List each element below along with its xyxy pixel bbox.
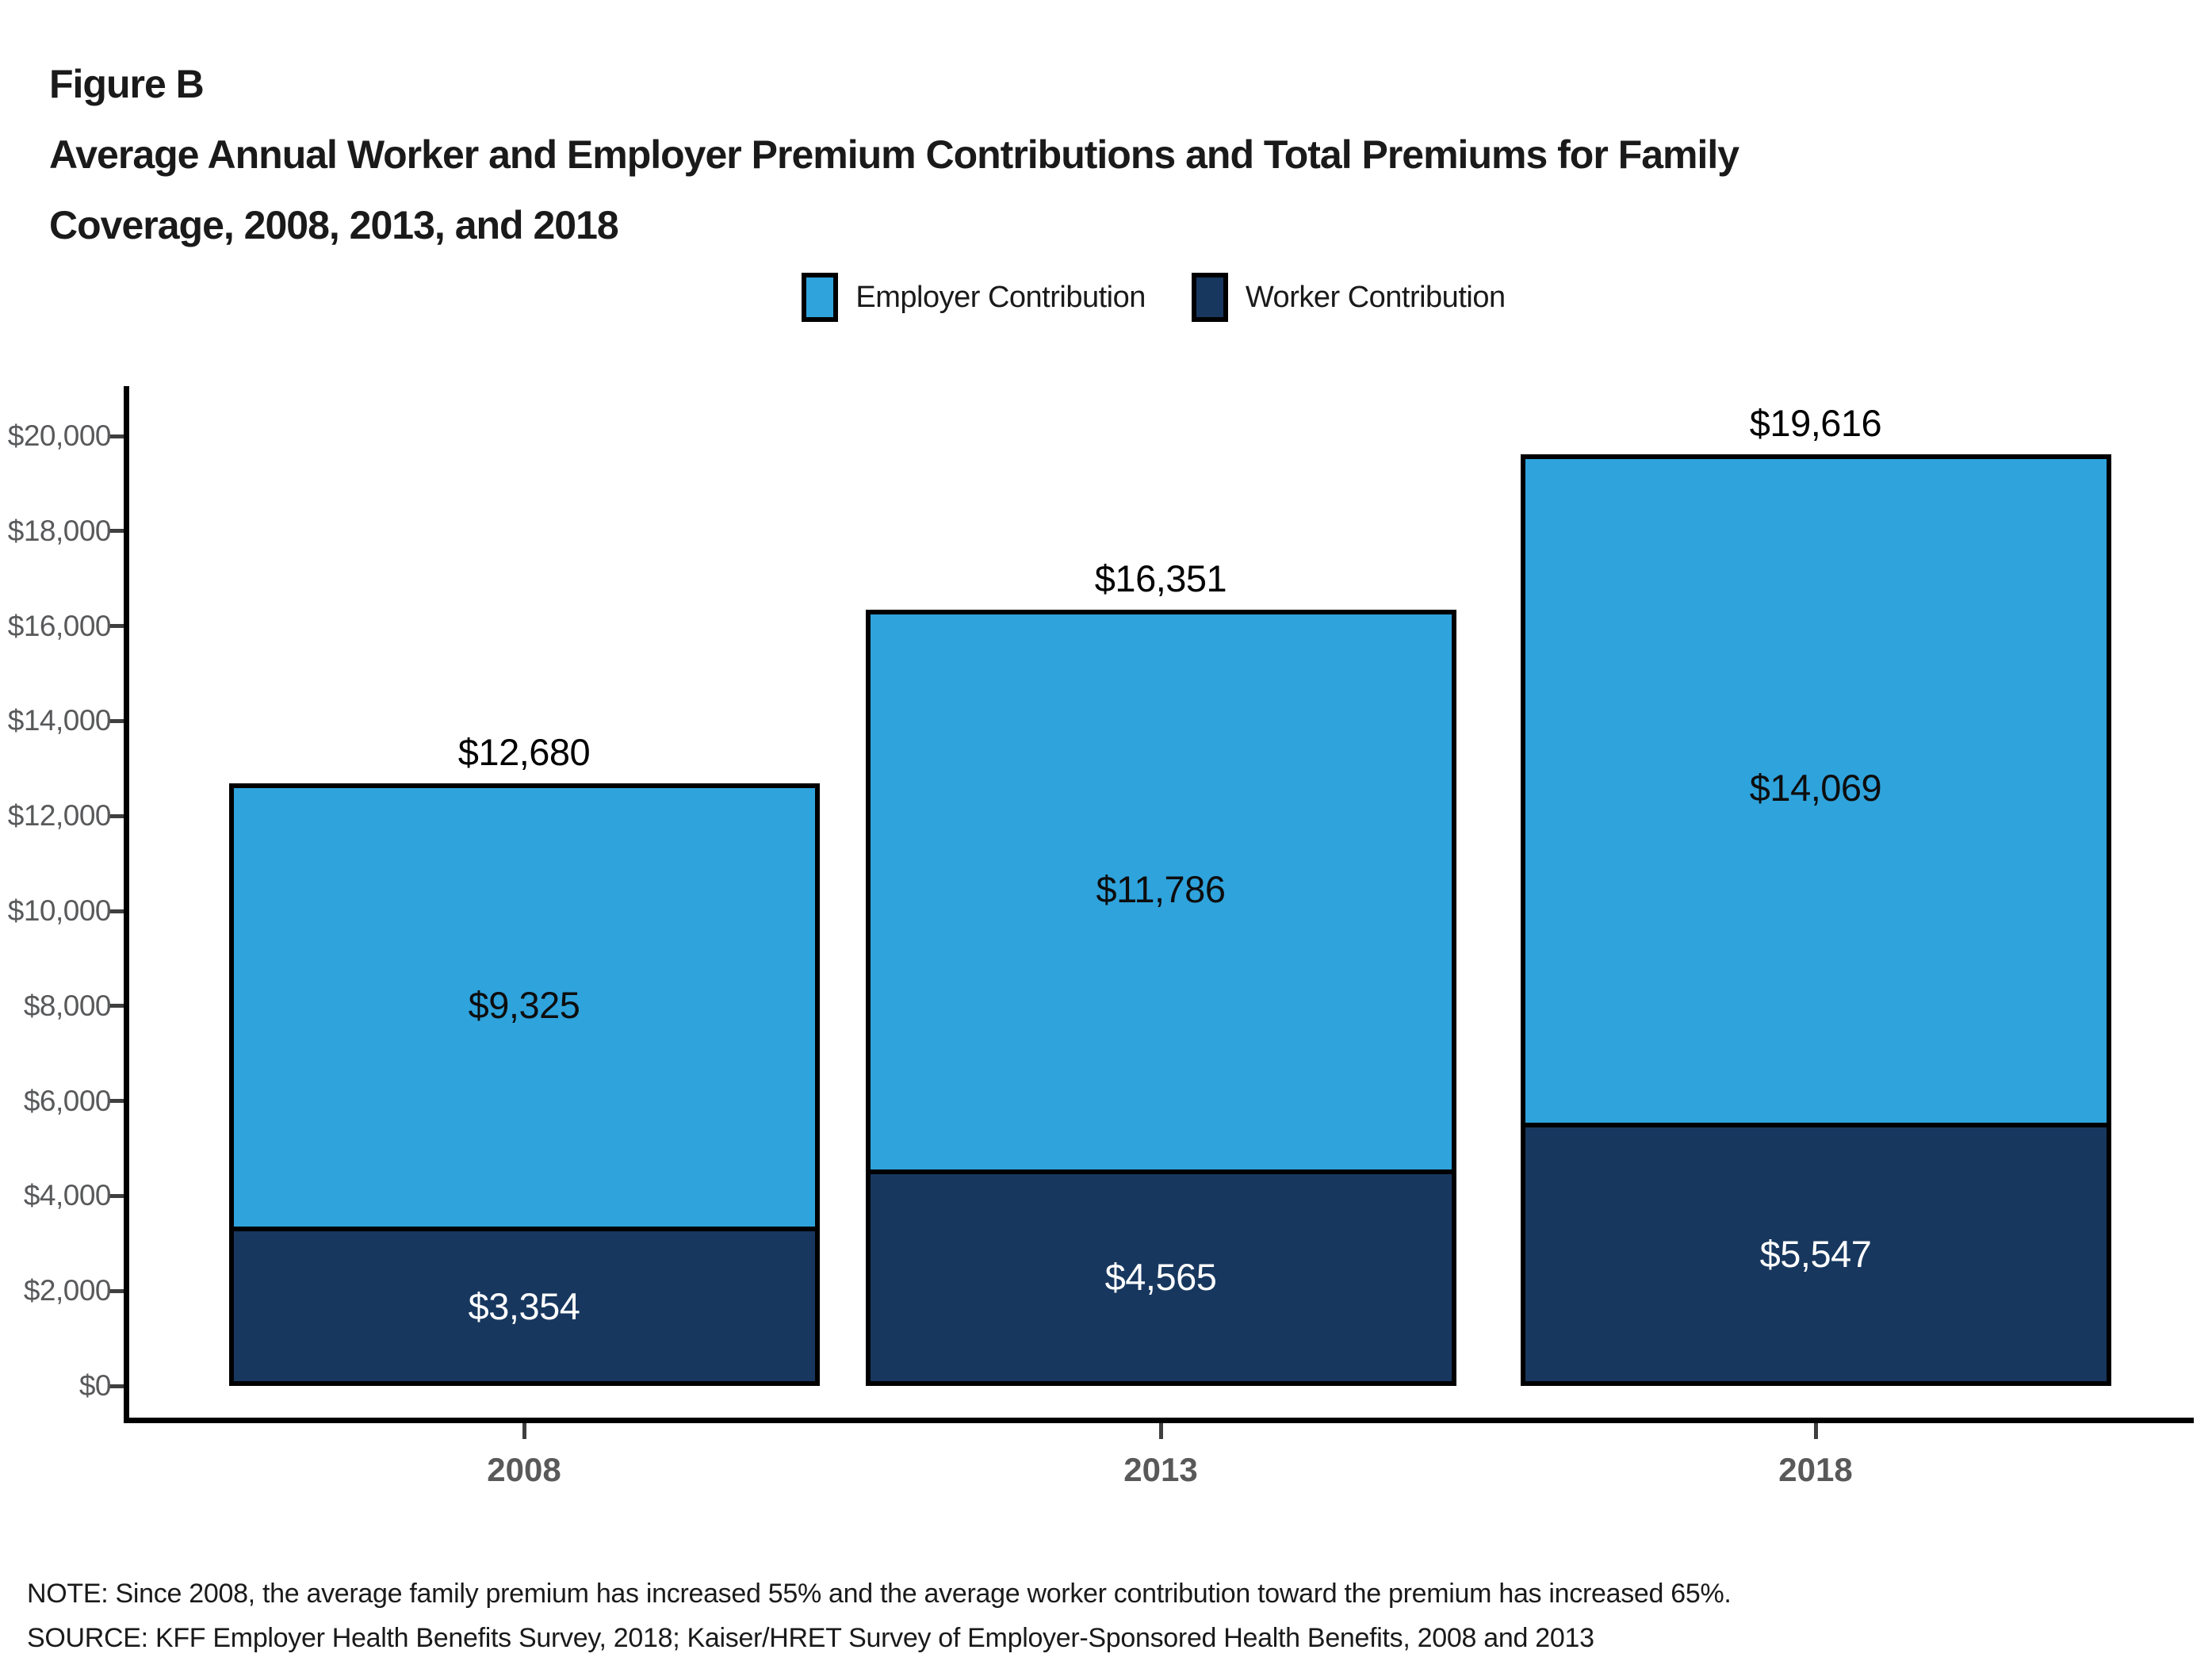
y-axis-tick	[109, 1099, 124, 1104]
source-text: SOURCE: KFF Employer Health Benefits Sur…	[27, 1623, 1594, 1653]
y-tick-label: $12,000	[7, 799, 112, 832]
legend: Employer Contribution Worker Contributio…	[0, 273, 2212, 322]
y-axis-tick	[109, 529, 124, 534]
bar-worker-segment-2013	[865, 1169, 1456, 1386]
note-text: NOTE: Since 2008, the average family pre…	[27, 1579, 1732, 1609]
footer-notes: NOTE: Since 2008, the average family pre…	[27, 1571, 1732, 1660]
bar-employer-segment-2008	[228, 783, 820, 1227]
y-axis-tick	[109, 1004, 124, 1009]
worker-contribution-swatch	[1191, 273, 1228, 322]
y-tick-label: $6,000	[23, 1084, 112, 1117]
y-tick-label: $14,000	[7, 704, 112, 737]
x-axis-label-2018: 2018	[1778, 1451, 1853, 1488]
bar-worker-value-2013: $4,565	[1104, 1256, 1217, 1299]
bar-total-label-2008: $12,680	[457, 731, 591, 774]
employer-contribution-swatch	[802, 273, 839, 322]
x-axis-tick-2018	[1813, 1423, 1818, 1439]
y-axis-tick	[109, 624, 124, 629]
y-axis-tick	[109, 813, 124, 818]
y-tick-label: $2,000	[23, 1274, 112, 1307]
page-title-line-1: Average Annual Worker and Employer Premi…	[49, 132, 1739, 177]
y-axis-tick	[109, 718, 124, 723]
x-axis-label-2008: 2008	[487, 1451, 561, 1488]
legend-item-worker: Worker Contribution	[1191, 273, 1506, 322]
y-tick-label: $16,000	[7, 609, 112, 642]
y-tick-label: $8,000	[23, 989, 112, 1022]
y-axis-line	[124, 386, 129, 1423]
x-axis-tick-2008	[522, 1423, 526, 1439]
figure-label: Figure B	[49, 62, 205, 106]
x-axis-line	[124, 1418, 2194, 1423]
page-title-line-2: Coverage, 2008, 2013, and 2018	[49, 203, 619, 247]
y-axis-tick	[109, 1384, 124, 1388]
bar-employer-segment-2013	[865, 609, 1456, 1169]
y-axis-tick	[109, 909, 124, 913]
y-axis-tick	[109, 1193, 124, 1198]
y-axis-tick	[109, 1288, 124, 1293]
y-tick-label: $20,000	[7, 419, 112, 452]
bar-employer-value-2013: $11,786	[1096, 867, 1226, 910]
legend-label-worker: Worker Contribution	[1245, 280, 1506, 314]
bar-employer-value-2018: $14,069	[1749, 767, 1882, 810]
legend-item-employer: Employer Contribution	[802, 273, 1146, 322]
bar-worker-value-2018: $5,547	[1759, 1232, 1872, 1275]
y-tick-label: $10,000	[7, 894, 112, 927]
bar-total-label-2018: $19,616	[1749, 402, 1882, 444]
y-tick-label: $0	[78, 1369, 112, 1402]
legend-label-employer: Employer Contribution	[855, 280, 1146, 314]
bar-total-label-2013: $16,351	[1094, 557, 1227, 599]
bar-worker-segment-2008	[228, 1227, 820, 1386]
y-tick-label: $18,000	[7, 514, 112, 547]
bar-employer-segment-2018	[1520, 454, 2111, 1123]
x-axis-label-2013: 2013	[1123, 1451, 1198, 1488]
title-block: Figure B Average Annual Worker and Emplo…	[49, 49, 1739, 261]
bar-worker-segment-2018	[1520, 1122, 2111, 1386]
bar-worker-value-2008: $3,354	[468, 1284, 580, 1327]
x-axis-tick-2013	[1158, 1423, 1163, 1439]
bar-employer-value-2008: $9,325	[468, 983, 580, 1026]
y-axis-tick	[109, 434, 124, 438]
y-tick-label: $4,000	[23, 1179, 112, 1212]
